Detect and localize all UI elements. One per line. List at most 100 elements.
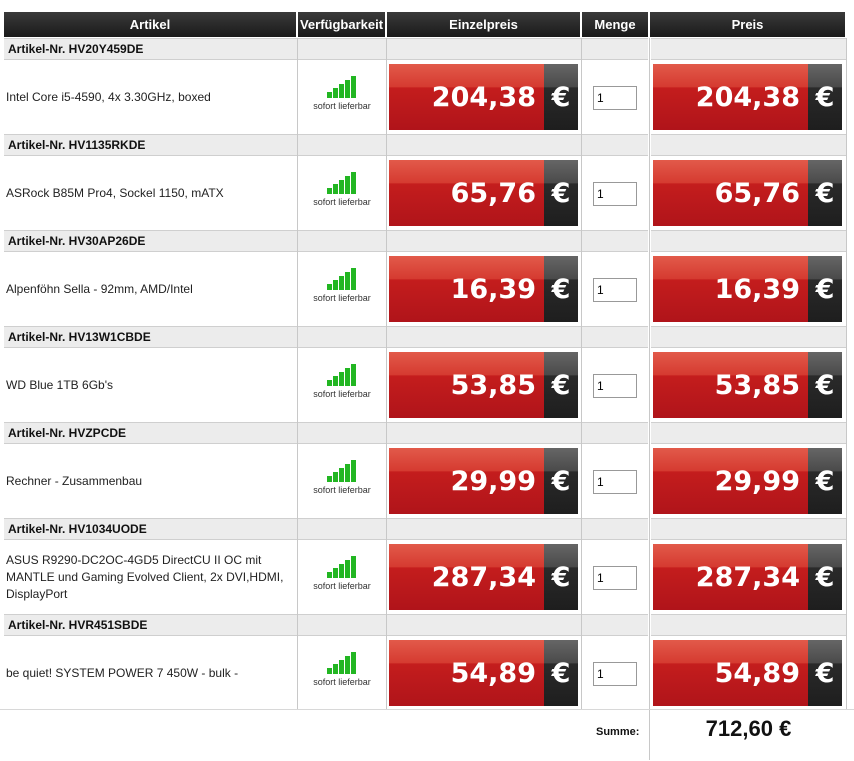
line-total-value: 29,99 [653, 448, 808, 514]
article-number: Artikel-Nr. HVZPCDE [4, 422, 648, 444]
line-total-value: 53,85 [653, 352, 808, 418]
signal-bars-icon [327, 556, 357, 578]
product-name[interactable]: WD Blue 1TB 6Gb's [6, 377, 113, 392]
product-name[interactable]: Rechner - Zusammenbau [6, 473, 143, 488]
article-row-spacer [651, 614, 846, 636]
product-name[interactable]: ASRock B85M Pro4, Sockel 1150, mATX [6, 185, 224, 200]
currency-symbol: € [544, 448, 578, 514]
column-header-menge: Menge [582, 12, 649, 37]
article-number: Artikel-Nr. HV1034UODE [4, 518, 648, 540]
column-divider [649, 38, 650, 710]
line-total-badge: 16,39 € [653, 256, 842, 322]
currency-symbol: € [808, 448, 842, 514]
product-name[interactable]: Alpenföhn Sella - 92mm, AMD/Intel [6, 281, 193, 296]
unit-price-badge: 65,76 € [389, 160, 578, 226]
availability-label: sofort lieferbar [313, 101, 371, 111]
availability-indicator: sofort lieferbar [298, 268, 386, 303]
line-total-badge: 287,34 € [653, 544, 842, 610]
availability-indicator: sofort lieferbar [298, 652, 386, 687]
product-name[interactable]: ASUS R9290-DC2OC-4GD5 DirectCU II OC mit… [6, 552, 284, 601]
table-bottom-line [0, 709, 854, 710]
unit-price-value: 16,39 [389, 256, 544, 322]
unit-price-value: 204,38 [389, 64, 544, 130]
unit-price-badge: 287,34 € [389, 544, 578, 610]
quantity-input[interactable] [593, 182, 637, 206]
quantity-input[interactable] [593, 374, 637, 398]
availability-indicator: sofort lieferbar [298, 76, 386, 111]
quantity-input[interactable] [593, 566, 637, 590]
currency-symbol: € [544, 640, 578, 706]
column-header-artikel: Artikel [4, 12, 297, 37]
currency-symbol: € [808, 544, 842, 610]
unit-price-badge: 16,39 € [389, 256, 578, 322]
article-number: Artikel-Nr. HV13W1CBDE [4, 326, 648, 348]
column-divider [386, 38, 387, 710]
line-total-badge: 54,89 € [653, 640, 842, 706]
article-number: Artikel-Nr. HV1135RKDE [4, 134, 648, 156]
line-total-badge: 65,76 € [653, 160, 842, 226]
article-row-spacer [651, 38, 846, 60]
summary-divider [649, 710, 650, 760]
article-row-spacer [651, 134, 846, 156]
article-row-spacer [651, 422, 846, 444]
line-total-value: 287,34 [653, 544, 808, 610]
quantity-input[interactable] [593, 86, 637, 110]
product-name[interactable]: Intel Core i5-4590, 4x 3.30GHz, boxed [6, 89, 211, 104]
availability-label: sofort lieferbar [313, 485, 371, 495]
article-row-spacer [651, 326, 846, 348]
currency-symbol: € [808, 640, 842, 706]
signal-bars-icon [327, 364, 357, 386]
column-divider [846, 38, 847, 710]
article-row-spacer [651, 230, 846, 252]
column-header-preis: Preis [650, 12, 846, 37]
line-total-value: 16,39 [653, 256, 808, 322]
line-total-value: 65,76 [653, 160, 808, 226]
currency-symbol: € [544, 352, 578, 418]
quantity-input[interactable] [593, 662, 637, 686]
currency-symbol: € [808, 352, 842, 418]
line-total-value: 204,38 [653, 64, 808, 130]
unit-price-badge: 204,38 € [389, 64, 578, 130]
unit-price-badge: 53,85 € [389, 352, 578, 418]
line-total-badge: 53,85 € [653, 352, 842, 418]
signal-bars-icon [327, 172, 357, 194]
unit-price-value: 65,76 [389, 160, 544, 226]
article-number: Artikel-Nr. HVR451SBDE [4, 614, 648, 636]
column-header-verfuegbarkeit: Verfügbarkeit [298, 12, 386, 37]
availability-label: sofort lieferbar [313, 677, 371, 687]
column-divider [581, 38, 582, 710]
availability-indicator: sofort lieferbar [298, 364, 386, 399]
unit-price-value: 287,34 [389, 544, 544, 610]
currency-symbol: € [544, 544, 578, 610]
availability-indicator: sofort lieferbar [298, 556, 386, 591]
currency-symbol: € [808, 64, 842, 130]
sum-value: 712,60 € [705, 716, 792, 741]
signal-bars-icon [327, 76, 357, 98]
currency-symbol: € [544, 256, 578, 322]
line-total-badge: 29,99 € [653, 448, 842, 514]
unit-price-badge: 29,99 € [389, 448, 578, 514]
signal-bars-icon [327, 268, 357, 290]
unit-price-value: 29,99 [389, 448, 544, 514]
signal-bars-icon [327, 460, 357, 482]
availability-indicator: sofort lieferbar [298, 460, 386, 495]
availability-label: sofort lieferbar [313, 581, 371, 591]
line-total-badge: 204,38 € [653, 64, 842, 130]
currency-symbol: € [544, 64, 578, 130]
currency-symbol: € [808, 256, 842, 322]
sum-label: Summe: [596, 726, 640, 738]
availability-indicator: sofort lieferbar [298, 172, 386, 207]
article-number: Artikel-Nr. HV30AP26DE [4, 230, 648, 252]
quantity-input[interactable] [593, 470, 637, 494]
availability-label: sofort lieferbar [313, 293, 371, 303]
column-divider [297, 38, 298, 710]
product-name[interactable]: be quiet! SYSTEM POWER 7 450W - bulk - [6, 665, 239, 680]
quantity-input[interactable] [593, 278, 637, 302]
currency-symbol: € [808, 160, 842, 226]
signal-bars-icon [327, 652, 357, 674]
unit-price-badge: 54,89 € [389, 640, 578, 706]
line-total-value: 54,89 [653, 640, 808, 706]
column-header-einzelpreis: Einzelpreis [387, 12, 581, 37]
article-number: Artikel-Nr. HV20Y459DE [4, 38, 648, 60]
unit-price-value: 54,89 [389, 640, 544, 706]
